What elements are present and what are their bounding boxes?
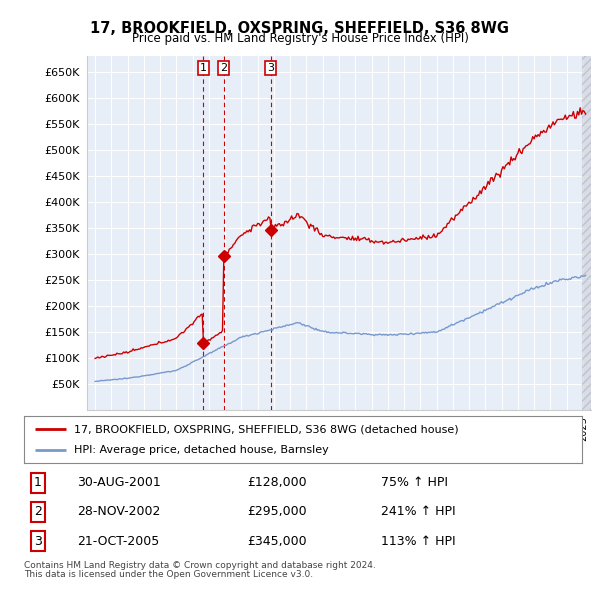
Text: 30-AUG-2001: 30-AUG-2001 [77, 476, 161, 489]
Text: 3: 3 [267, 64, 274, 73]
Text: 17, BROOKFIELD, OXSPRING, SHEFFIELD, S36 8WG (detached house): 17, BROOKFIELD, OXSPRING, SHEFFIELD, S36… [74, 424, 459, 434]
Text: 1: 1 [34, 476, 42, 489]
Text: HPI: Average price, detached house, Barnsley: HPI: Average price, detached house, Barn… [74, 445, 329, 455]
Text: 21-OCT-2005: 21-OCT-2005 [77, 535, 159, 548]
Text: £345,000: £345,000 [247, 535, 307, 548]
Text: This data is licensed under the Open Government Licence v3.0.: This data is licensed under the Open Gov… [24, 570, 313, 579]
Text: Price paid vs. HM Land Registry's House Price Index (HPI): Price paid vs. HM Land Registry's House … [131, 32, 469, 45]
Text: 1: 1 [200, 64, 207, 73]
Text: 28-NOV-2002: 28-NOV-2002 [77, 505, 160, 519]
Bar [581, 56, 595, 410]
Text: £295,000: £295,000 [247, 505, 307, 519]
Text: 3: 3 [34, 535, 42, 548]
Text: 75% ↑ HPI: 75% ↑ HPI [381, 476, 448, 489]
Text: 17, BROOKFIELD, OXSPRING, SHEFFIELD, S36 8WG: 17, BROOKFIELD, OXSPRING, SHEFFIELD, S36… [91, 21, 509, 35]
Text: 113% ↑ HPI: 113% ↑ HPI [381, 535, 456, 548]
Text: 241% ↑ HPI: 241% ↑ HPI [381, 505, 456, 519]
Text: Contains HM Land Registry data © Crown copyright and database right 2024.: Contains HM Land Registry data © Crown c… [24, 560, 376, 569]
Text: £128,000: £128,000 [247, 476, 307, 489]
Text: 2: 2 [220, 64, 227, 73]
Bar [581, 56, 595, 410]
Text: 2: 2 [34, 505, 42, 519]
